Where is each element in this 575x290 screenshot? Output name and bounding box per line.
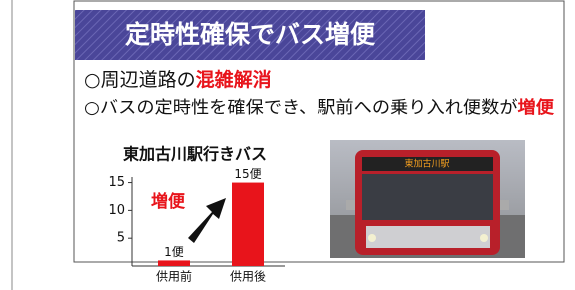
- point-text: ○周辺道路の: [84, 69, 196, 91]
- value-label: 1便: [164, 245, 184, 259]
- x-tick-label: 供用後: [230, 270, 266, 284]
- photo: 東加古川駅: [330, 140, 525, 258]
- svg-text:東加古川駅: 東加古川駅: [404, 158, 449, 170]
- point-highlight: 混雑解消: [196, 68, 272, 91]
- page: 定時性確保でバス増便 ○周辺道路の混雑解消 ○バスの定時性を確保でき、駅前への乗…: [0, 0, 575, 290]
- x-tick-label: 供用前: [156, 269, 192, 284]
- point-highlight: 増便: [518, 97, 556, 118]
- point-text: ○バスの定時性を確保でき、駅前への乗り入れ便数が: [84, 98, 518, 118]
- y-tick-label: 5: [117, 231, 125, 246]
- point: ○バスの定時性を確保でき、駅前への乗り入れ便数が増便: [84, 97, 555, 118]
- y-tick-label: 15: [108, 175, 125, 190]
- annotation: 増便: [151, 191, 186, 212]
- bar: [158, 260, 190, 266]
- banner-title: 定時性確保でバス増便: [125, 20, 376, 49]
- point: ○周辺道路の混雑解消: [84, 68, 272, 91]
- arrow: [188, 198, 226, 243]
- y-tick-label: 10: [108, 203, 125, 218]
- chart-title: 東加古川駅行きバス: [123, 145, 267, 164]
- value-label: 15便: [234, 167, 261, 181]
- bar: [232, 183, 264, 266]
